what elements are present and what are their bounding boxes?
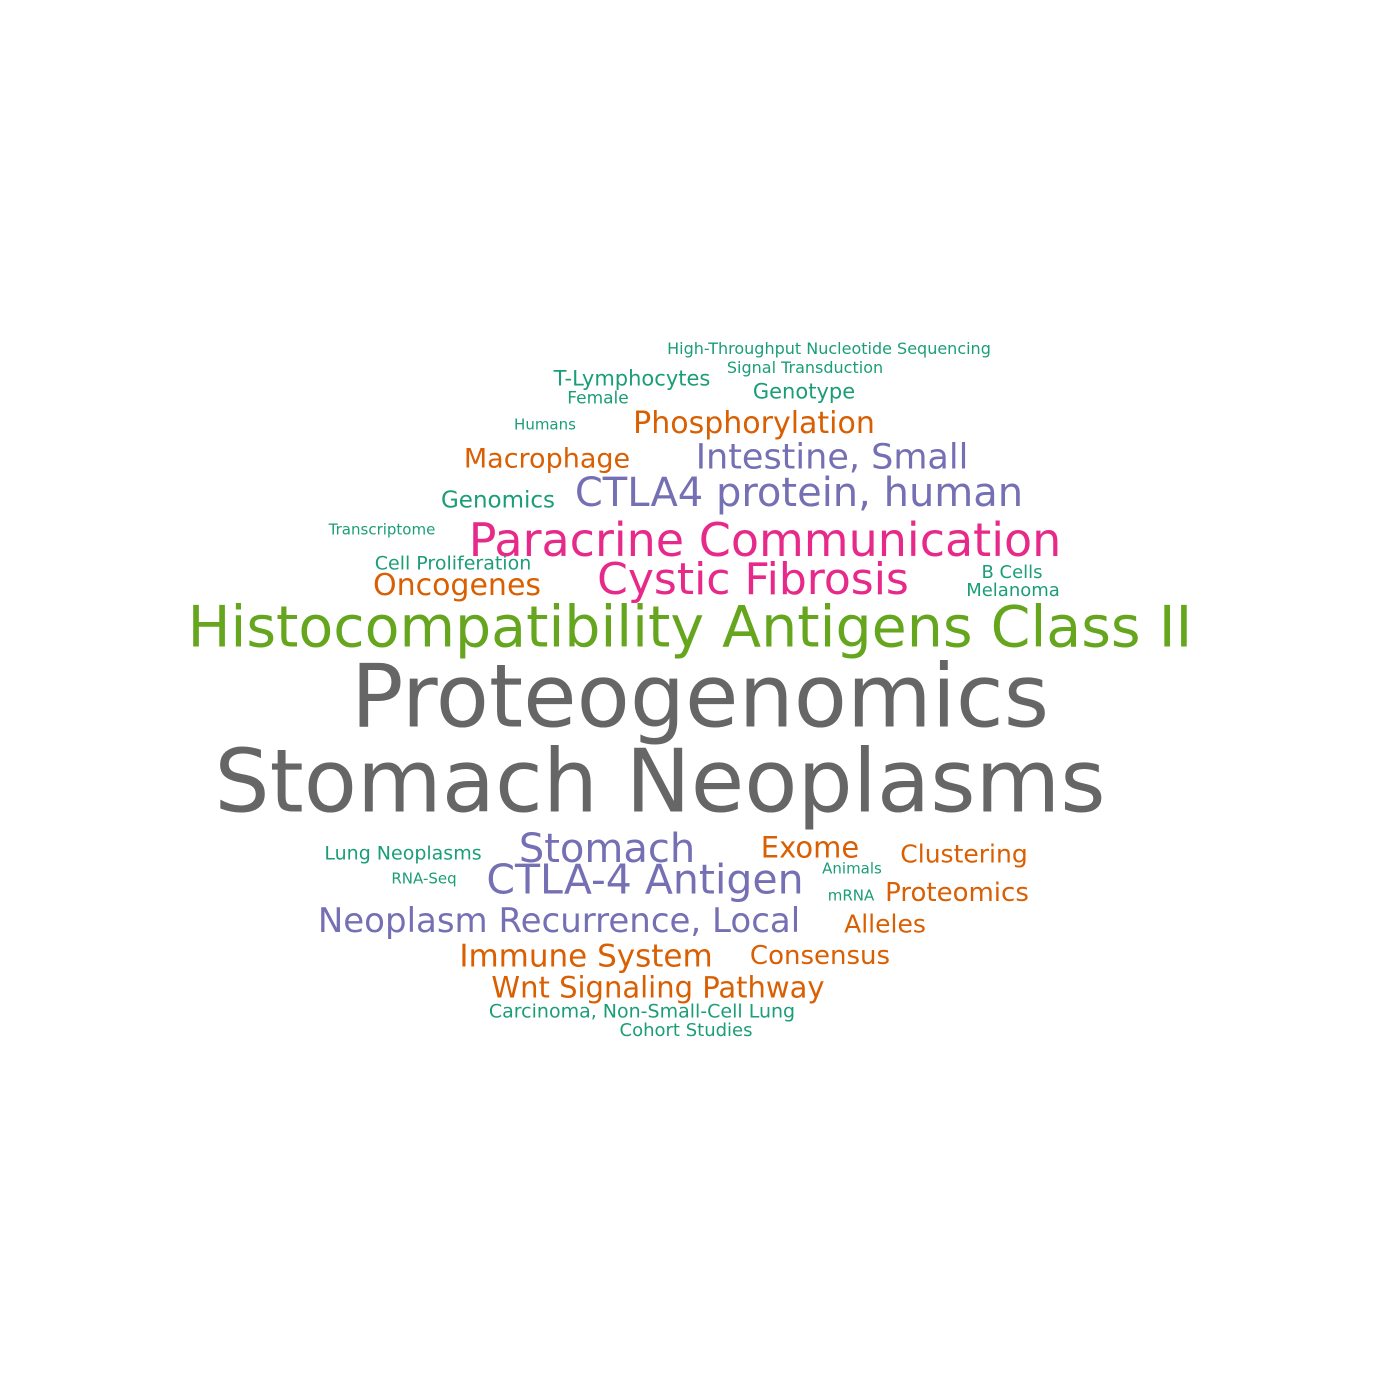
word-rna-seq: RNA-Seq	[391, 869, 457, 888]
word-carcinoma-non-small-cell-lung: Carcinoma, Non-Small-Cell Lung	[488, 1000, 796, 1023]
word-proteogenomics: Proteogenomics	[350, 645, 1050, 748]
word-transcriptome: Transcriptome	[328, 520, 436, 539]
word-lung-neoplasms: Lung Neoplasms	[324, 842, 482, 865]
word-wnt-signaling-pathway: Wnt Signaling Pathway	[491, 970, 825, 1005]
word-t-lymphocytes: T-Lymphocytes	[553, 366, 711, 391]
word-paracrine-communication: Paracrine Communication	[468, 513, 1062, 567]
word-ctla4-protein-human: CTLA4 protein, human	[574, 470, 1024, 516]
word-stomach: Stomach	[518, 826, 696, 872]
word-macrophage: Macrophage	[463, 443, 631, 475]
word-oncogenes: Oncogenes	[372, 568, 542, 603]
word-intestine-small: Intestine, Small	[695, 437, 969, 478]
word-ctla-4-antigen: CTLA-4 Antigen	[486, 855, 804, 904]
word-humans: Humans	[514, 415, 576, 434]
word-signal-transduction: Signal Transduction	[726, 358, 884, 377]
word-exome: Exome	[760, 830, 860, 865]
word-cohort-studies: Cohort Studies	[619, 1020, 753, 1041]
word-genomics: Genomics	[440, 487, 556, 514]
word-genotype: Genotype	[752, 379, 856, 404]
word-mrna: mRNA	[827, 886, 875, 905]
word-proteomics: Proteomics	[885, 878, 1029, 908]
word-consensus: Consensus	[749, 941, 891, 971]
word-clustering: Clustering	[900, 839, 1028, 869]
word-phosphorylation: Phosphorylation	[633, 406, 875, 441]
word-melanoma: Melanoma	[966, 580, 1060, 601]
word-histocompatibility-antigens-class-ii: Histocompatibility Antigens Class II	[187, 594, 1193, 661]
word-high-throughput-nucleotide-sequencing: High-Throughput Nucleotide Sequencing	[667, 339, 991, 358]
word-female: Female	[567, 388, 629, 409]
word-stomach-neoplasms: Stomach Neoplasms	[214, 730, 1106, 833]
word-immune-system: Immune System	[459, 938, 713, 975]
word-animals: Animals	[822, 859, 882, 878]
word-neoplasm-recurrence-local: Neoplasm Recurrence, Local	[317, 901, 801, 941]
word-b-cells: B Cells	[981, 562, 1043, 583]
word-alleles: Alleles	[844, 909, 926, 939]
word-cell-proliferation: Cell Proliferation	[374, 552, 532, 575]
word-cystic-fibrosis: Cystic Fibrosis	[597, 554, 909, 605]
